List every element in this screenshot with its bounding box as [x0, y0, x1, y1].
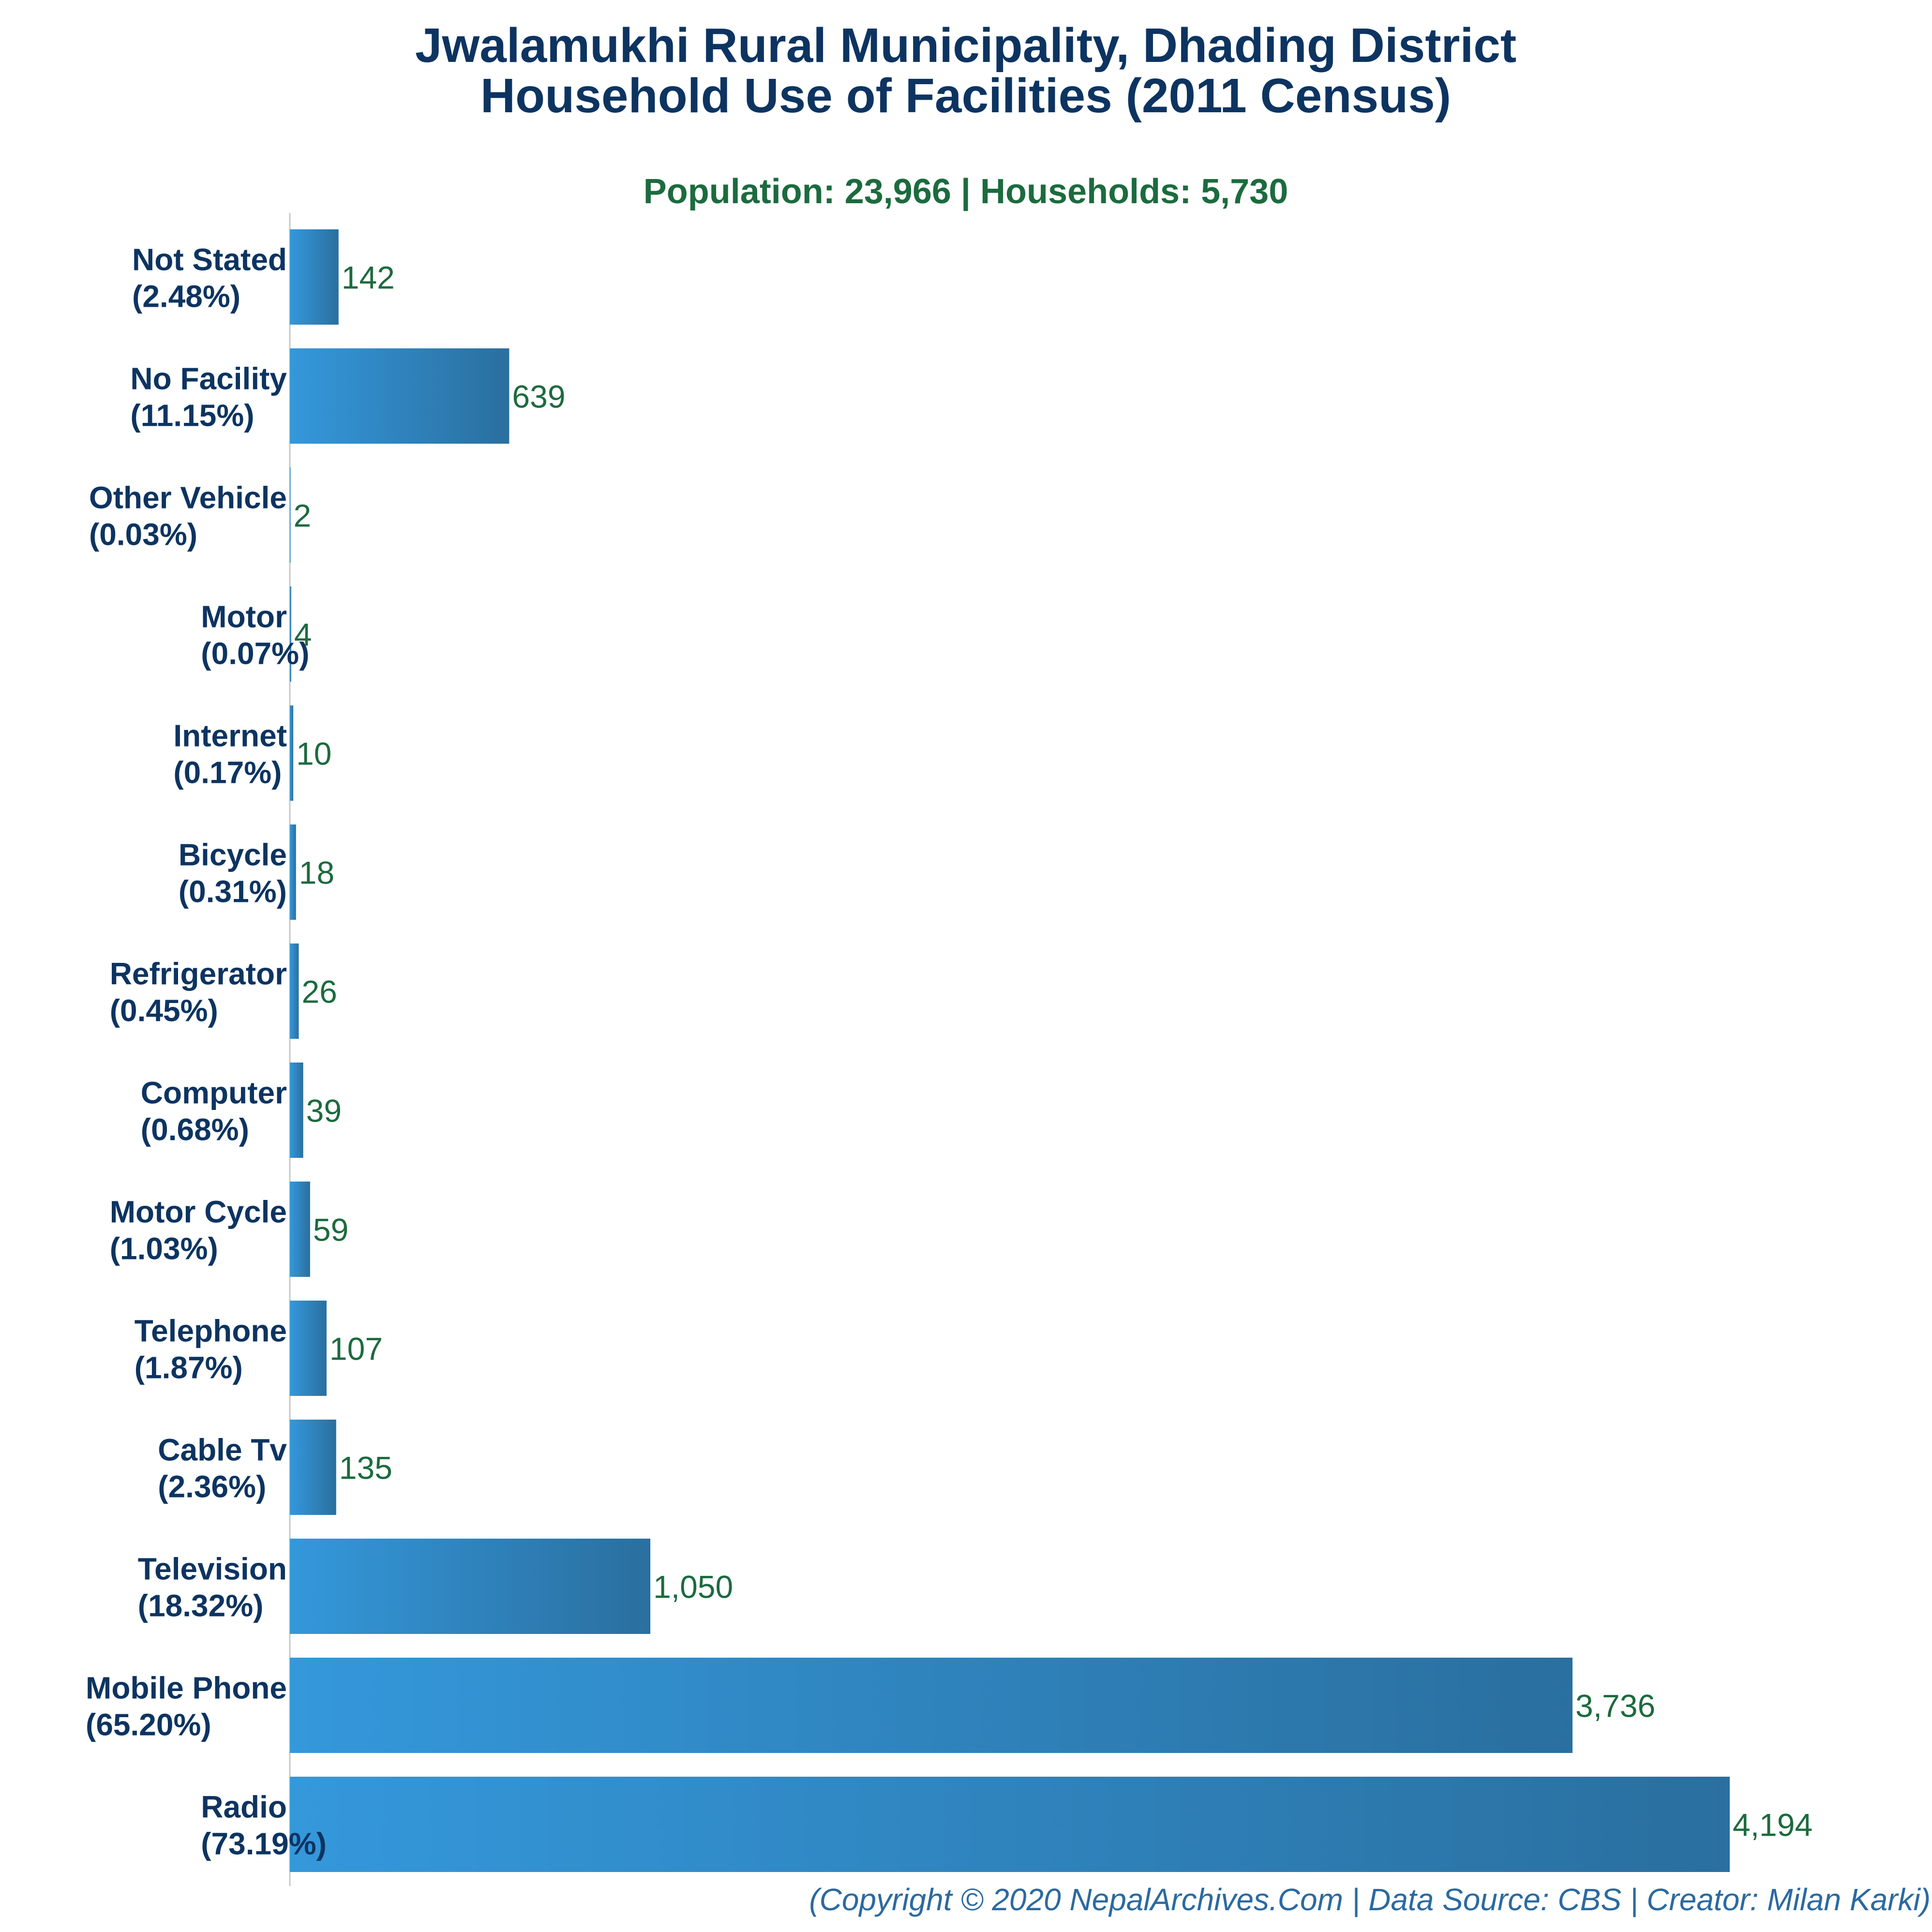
category-label-not-stated: Not Stated: [132, 242, 287, 277]
bar-not-stated: [290, 229, 339, 325]
percent-label-cable-tv: (2.36%): [158, 1469, 266, 1504]
bar-telephone: [290, 1301, 327, 1396]
value-label-other-vehicle: 2: [294, 498, 312, 534]
category-label-no-facility: No Facility: [130, 361, 287, 396]
category-labels-group: Not Stated(2.48%) No Facility(11.15%) Othe…: [86, 242, 327, 1861]
value-label-motor-cycle: 59: [313, 1212, 348, 1248]
percent-label-computer: (0.68%): [141, 1112, 249, 1147]
category-label-bicycle: Bicycle: [179, 838, 287, 872]
category-label-internet: Internet: [173, 719, 287, 753]
category-label-refrigerator: Refrigerator: [110, 957, 287, 991]
percent-label-bicycle: (0.31%): [179, 874, 287, 909]
value-label-internet: 10: [296, 736, 331, 772]
value-label-no-facility: 639: [512, 379, 565, 415]
percent-label-other-vehicle: (0.03%): [89, 517, 197, 552]
bar-computer: [290, 1063, 303, 1158]
percent-label-television: (18.32%): [138, 1588, 264, 1623]
percent-label-refrigerator: (0.45%): [110, 993, 218, 1028]
value-label-television: 1,050: [653, 1569, 733, 1605]
bar-motor-cycle: [290, 1182, 310, 1277]
chart-title-line-2: Household Use of Facilities (2011 Census…: [480, 69, 1451, 123]
bar-refrigerator: [290, 944, 299, 1039]
footer-credit: (Copyright © 2020 NepalArchives.Com | Da…: [809, 1882, 1931, 1917]
percent-label-internet: (0.17%): [173, 755, 282, 790]
value-label-mobile-phone: 3,736: [1575, 1688, 1655, 1724]
category-label-motor: Motor: [201, 599, 287, 634]
category-label-computer: Computer: [141, 1076, 287, 1110]
chart-subtitle: Population: 23,966 | Households: 5,730: [644, 172, 1288, 211]
category-label-telephone: Telephone: [135, 1314, 287, 1348]
percent-label-motor: (0.07%): [201, 636, 309, 671]
category-label-television: Television: [138, 1552, 287, 1587]
bar-radio: [290, 1777, 1730, 1872]
value-label-computer: 39: [306, 1093, 342, 1129]
percent-label-not-stated: (2.48%): [132, 279, 240, 314]
bar-mobile-phone: [290, 1658, 1573, 1753]
bar-bicycle: [290, 824, 296, 920]
bars-group: [290, 229, 1730, 1872]
value-label-refrigerator: 26: [301, 974, 337, 1010]
percent-label-motor-cycle: (1.03%): [110, 1231, 218, 1266]
category-label-mobile-phone: Mobile Phone: [86, 1671, 287, 1706]
bar-cable-tv: [290, 1420, 336, 1515]
value-label-bicycle: 18: [299, 855, 334, 891]
category-label-other-vehicle: Other Vehicle: [89, 480, 287, 515]
bar-other-vehicle: [290, 467, 291, 563]
percent-label-radio: (73.19%): [201, 1827, 327, 1861]
value-label-telephone: 107: [329, 1331, 383, 1367]
bar-internet: [290, 705, 294, 801]
value-label-radio: 4,194: [1733, 1807, 1812, 1843]
category-label-cable-tv: Cable Tv: [158, 1433, 287, 1468]
value-label-not-stated: 142: [342, 260, 395, 296]
category-label-motor-cycle: Motor Cycle: [110, 1195, 287, 1229]
bar-television: [290, 1539, 651, 1634]
percent-label-no-facility: (11.15%): [130, 398, 254, 433]
category-label-radio: Radio: [201, 1790, 287, 1825]
percent-label-telephone: (1.87%): [135, 1350, 243, 1385]
chart-title-line-1: Jwalamukhi Rural Municipality, Dhading D…: [415, 18, 1516, 73]
value-labels-group: 142 639 2 4 10 18 26 39 59 107 135 1,050 3,736 4,194: [294, 260, 1813, 1843]
value-label-cable-tv: 135: [339, 1450, 392, 1486]
value-label-motor: 4: [294, 617, 312, 653]
percent-label-mobile-phone: (65.20%): [86, 1707, 211, 1742]
bar-no-facility: [290, 348, 509, 444]
bar-motor: [290, 586, 291, 682]
